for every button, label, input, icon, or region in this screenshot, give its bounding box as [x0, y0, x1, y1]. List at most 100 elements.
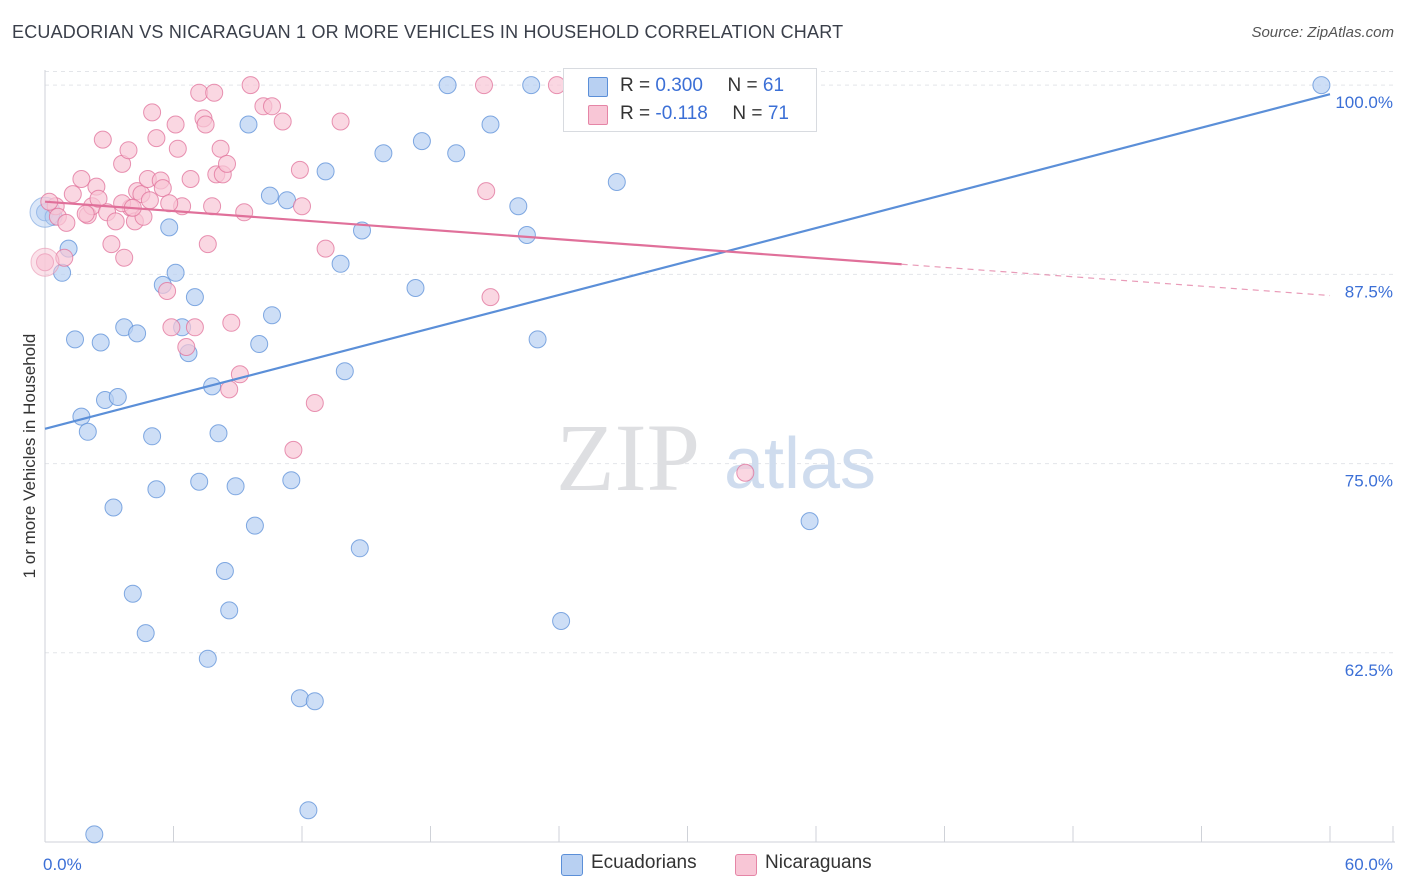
data-point [239, 115, 258, 134]
legend-row-ecuadorians: R = 0.300 N = 61 [564, 72, 816, 100]
data-point [203, 197, 222, 216]
legend-r-label: R = [620, 103, 651, 124]
data-point [85, 825, 104, 844]
watermark-zip: ZIP [556, 404, 700, 511]
data-point [158, 282, 177, 300]
data-point [162, 318, 181, 337]
data-point [185, 318, 204, 337]
data-point [481, 115, 500, 134]
data-point [226, 477, 245, 496]
data-point [66, 330, 84, 349]
legend-r-value: 0.300 [655, 75, 703, 96]
data-point [222, 313, 241, 332]
trend-lines [44, 93, 1331, 430]
data-point [209, 424, 228, 443]
data-point [447, 144, 466, 163]
data-point [143, 103, 162, 122]
data-point [800, 512, 819, 531]
data-point [72, 170, 91, 188]
data-point [316, 239, 335, 258]
data-point [143, 427, 162, 446]
bottom-legend-label: Ecuadorians [591, 852, 697, 873]
data-point [331, 112, 350, 131]
data-point [305, 692, 324, 711]
data-point [250, 335, 269, 353]
data-point [263, 306, 281, 325]
data-point [76, 204, 95, 223]
data-point [160, 218, 179, 237]
data-point [509, 197, 528, 216]
source-label: Source: ZipAtlas.com [1251, 24, 1394, 41]
bottom-legend-swatch [735, 854, 757, 876]
data-point [140, 191, 159, 210]
data-point [218, 154, 236, 173]
chart-title: ECUADORIAN VS NICARAGUAN 1 OR MORE VEHIC… [12, 22, 844, 42]
legend-n-value: 71 [767, 103, 789, 124]
data-point [190, 83, 209, 102]
y-tick-label: 100.0% [1335, 93, 1393, 112]
data-point [177, 338, 196, 356]
data-point [245, 516, 264, 535]
data-point [438, 76, 457, 95]
y-tick-label: 87.5% [1345, 282, 1393, 301]
data-point [115, 248, 134, 267]
data-point [260, 186, 279, 205]
watermark: ZIP atlas [556, 404, 876, 511]
data-point [241, 76, 260, 95]
data-point [290, 689, 309, 708]
trend-line [44, 200, 902, 266]
data-point [215, 562, 234, 580]
data-point [211, 139, 230, 158]
data-point [477, 182, 496, 201]
data-point [147, 129, 166, 148]
data-point [273, 112, 292, 131]
data-point [108, 388, 127, 406]
grid-lines [45, 71, 1395, 654]
legend-swatch-nicaraguans [588, 105, 608, 125]
data-point [91, 333, 110, 352]
bottom-legend-swatch [561, 854, 583, 876]
legend-n-label: N = [727, 75, 758, 96]
trend-line [44, 93, 1331, 430]
x-tick-label: 0.0% [43, 855, 82, 874]
x-tick-label: 60.0% [1345, 855, 1393, 874]
data-point [196, 115, 215, 134]
data-point [220, 601, 239, 620]
data-point [290, 160, 309, 179]
watermark-atlas: atlas [724, 424, 876, 504]
data-point [106, 212, 125, 231]
data-point [102, 235, 121, 254]
data-point [57, 213, 76, 232]
legend-r-label: R = [620, 75, 651, 96]
data-point [517, 226, 536, 244]
legend-n-value: 61 [762, 75, 785, 96]
data-point [198, 649, 217, 668]
data-point [235, 203, 254, 222]
data-point [412, 132, 431, 151]
data-point [160, 194, 179, 213]
data-point [1312, 76, 1331, 95]
data-point [350, 539, 369, 558]
data-point [147, 480, 166, 499]
data-point-cluster [30, 247, 60, 277]
data-point [181, 170, 200, 188]
bottom-legend-label: Nicaraguans [765, 852, 872, 873]
data-point [168, 139, 187, 158]
y-tick-label: 62.5% [1345, 661, 1393, 680]
data-point [475, 76, 493, 95]
series-ecuadorians [29, 76, 1331, 844]
legend-swatch-ecuadorians [588, 77, 608, 97]
data-point [284, 440, 303, 459]
data-point [552, 612, 571, 630]
data-point [607, 173, 626, 191]
trend-line-dashed [901, 263, 1331, 297]
data-point [278, 191, 296, 210]
y-axis-label: 1 or more Vehicles in Household [20, 334, 39, 579]
data-point [198, 235, 217, 254]
data-point [374, 144, 393, 163]
data-point [335, 362, 354, 381]
stats-legend: R = 0.300 N = 61 R = -0.118 N = 71 [563, 68, 817, 132]
data-point [316, 162, 335, 181]
data-point [153, 179, 172, 198]
